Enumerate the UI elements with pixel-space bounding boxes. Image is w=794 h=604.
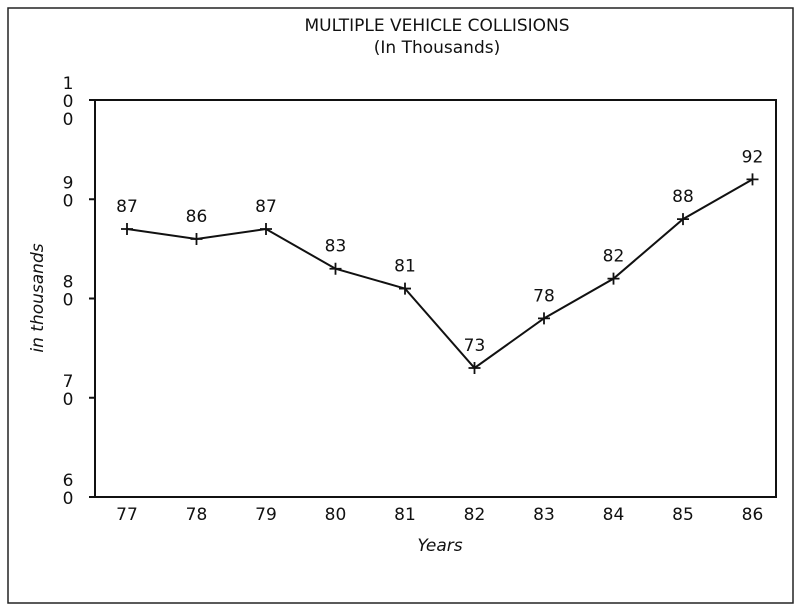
data-label: 88 — [672, 187, 694, 207]
x-tick-label: 82 — [464, 505, 486, 525]
point-marker — [399, 282, 411, 295]
y-axis-label: in thousands — [28, 243, 48, 352]
x-axis-label: Years — [417, 536, 462, 556]
data-label: 82 — [603, 247, 625, 267]
x-tick-label: 85 — [672, 505, 694, 525]
point-marker — [468, 361, 481, 374]
y-tick-label: 90 — [58, 173, 78, 209]
data-label: 87 — [116, 197, 138, 217]
data-label: 73 — [464, 336, 486, 356]
y-tick-label: 70 — [58, 372, 78, 408]
point-marker — [329, 262, 342, 275]
point-marker — [677, 213, 689, 226]
x-tick-label: 84 — [603, 505, 625, 525]
data-label: 92 — [742, 147, 764, 167]
chart-subtitle: (In Thousands) — [374, 38, 501, 58]
point-marker — [746, 173, 759, 186]
y-tick-label: 80 — [58, 273, 78, 309]
line — [126, 178, 753, 370]
x-tick-label: 78 — [186, 505, 208, 525]
x-tick-label: 77 — [116, 505, 138, 525]
point-marker — [260, 223, 272, 236]
point-marker — [607, 272, 620, 285]
data-label: 86 — [186, 207, 208, 227]
point-marker — [190, 232, 203, 245]
x-tick-label: 81 — [394, 505, 416, 525]
point-marker — [538, 312, 550, 325]
chart-title: MULTIPLE VEHICLE COLLISIONS — [304, 16, 569, 36]
data-label: 87 — [255, 197, 277, 217]
x-tick-label: 86 — [742, 505, 764, 525]
point-marker — [121, 223, 133, 236]
y-tick-label: 100 — [58, 74, 78, 128]
plot-frame — [94, 99, 777, 498]
data-label: 81 — [394, 257, 416, 277]
data-label: 78 — [533, 286, 555, 306]
data-label: 83 — [325, 237, 347, 257]
outer-border — [7, 7, 794, 604]
x-tick-label: 80 — [325, 505, 347, 525]
y-tick-label: 60 — [58, 471, 78, 507]
x-tick-label: 83 — [533, 505, 555, 525]
x-tick-label: 79 — [255, 505, 277, 525]
